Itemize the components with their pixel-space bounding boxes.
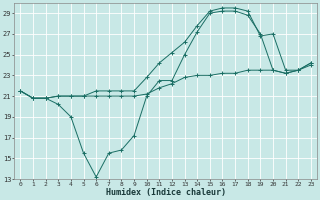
X-axis label: Humidex (Indice chaleur): Humidex (Indice chaleur) <box>106 188 226 197</box>
